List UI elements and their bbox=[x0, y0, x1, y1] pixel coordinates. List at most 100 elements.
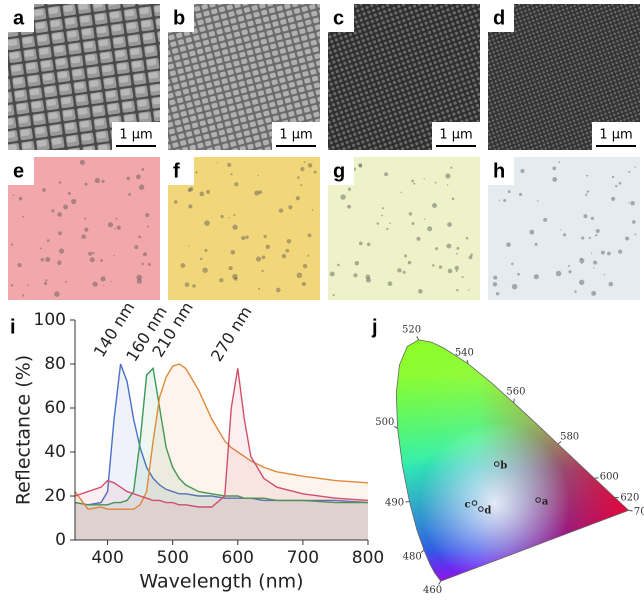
defect bbox=[628, 202, 629, 203]
defect bbox=[241, 236, 245, 240]
defect bbox=[44, 282, 47, 285]
defect bbox=[593, 267, 594, 268]
defect bbox=[51, 209, 54, 212]
defect bbox=[630, 201, 634, 205]
defect bbox=[411, 180, 414, 183]
defect bbox=[258, 288, 260, 290]
defect bbox=[93, 282, 98, 287]
defect bbox=[583, 214, 587, 218]
defect bbox=[300, 184, 302, 186]
locus-label: 460 bbox=[423, 585, 442, 596]
defect bbox=[499, 200, 500, 201]
x-axis-label: Wavelength (nm) bbox=[139, 571, 303, 593]
defect bbox=[245, 236, 248, 239]
defect bbox=[287, 239, 292, 244]
defect bbox=[591, 291, 596, 296]
defect bbox=[57, 261, 62, 266]
locus-label: 490 bbox=[385, 497, 404, 508]
defect bbox=[95, 178, 100, 183]
defect bbox=[591, 253, 592, 254]
defect bbox=[285, 249, 289, 253]
defect bbox=[423, 178, 424, 179]
defect bbox=[188, 245, 189, 246]
defect bbox=[232, 225, 237, 230]
y-tick-label: 40 bbox=[44, 442, 66, 462]
defect bbox=[469, 255, 473, 259]
defect bbox=[100, 276, 105, 281]
scale-label: 1 µm bbox=[119, 128, 152, 143]
defect bbox=[143, 252, 147, 256]
defect bbox=[384, 172, 388, 176]
defect bbox=[468, 289, 469, 290]
defect bbox=[367, 242, 371, 246]
defect bbox=[456, 270, 458, 272]
defect bbox=[90, 257, 95, 262]
series-annotation: 270 nm bbox=[207, 303, 256, 365]
defect bbox=[147, 226, 149, 228]
defect bbox=[103, 285, 104, 286]
defect bbox=[71, 199, 76, 204]
defect bbox=[635, 234, 637, 236]
defect bbox=[136, 174, 141, 179]
defect bbox=[308, 163, 313, 168]
defect bbox=[11, 244, 13, 246]
defect bbox=[206, 190, 210, 194]
defect bbox=[452, 197, 455, 200]
defect bbox=[432, 264, 435, 267]
defect bbox=[496, 292, 499, 295]
defect bbox=[359, 242, 363, 246]
defect bbox=[448, 269, 453, 274]
defect bbox=[40, 248, 42, 250]
defect bbox=[347, 205, 351, 209]
defect bbox=[11, 284, 13, 286]
defect bbox=[141, 168, 144, 171]
defect bbox=[65, 281, 67, 283]
defect bbox=[233, 214, 235, 216]
defect bbox=[234, 277, 238, 281]
defect bbox=[312, 209, 314, 211]
x-tick-label: 400 bbox=[91, 548, 123, 568]
point-label: b bbox=[500, 461, 507, 472]
defect bbox=[612, 176, 614, 178]
defect bbox=[403, 271, 406, 274]
defect bbox=[296, 196, 300, 200]
defect bbox=[455, 266, 459, 270]
defect bbox=[257, 175, 258, 176]
scale-label: 1 µm bbox=[439, 128, 472, 143]
defect bbox=[466, 237, 469, 240]
defect bbox=[266, 245, 270, 249]
defect bbox=[254, 190, 259, 195]
locus-label: 580 bbox=[560, 432, 579, 443]
defect bbox=[19, 197, 23, 201]
defect bbox=[408, 261, 411, 264]
defect bbox=[279, 208, 284, 213]
locus-tick bbox=[394, 426, 397, 428]
defect bbox=[263, 235, 266, 238]
defect bbox=[180, 263, 185, 268]
defect bbox=[288, 205, 292, 209]
defect bbox=[416, 237, 420, 241]
defect bbox=[302, 282, 306, 286]
panel-label: d bbox=[493, 7, 505, 29]
locus-tick bbox=[629, 510, 633, 511]
defect bbox=[115, 218, 117, 220]
defect bbox=[427, 226, 432, 231]
defect bbox=[114, 228, 115, 229]
defect bbox=[314, 171, 317, 174]
locus-tick bbox=[514, 399, 515, 403]
defect bbox=[204, 220, 210, 226]
locus-label: 520 bbox=[402, 325, 421, 336]
defect bbox=[601, 251, 605, 255]
defect bbox=[596, 229, 600, 233]
defect bbox=[552, 177, 557, 182]
locus-label: 620 bbox=[620, 493, 639, 504]
figure: a1 µmb1 µmc1 µmd1 µm efgh i0204060801004… bbox=[0, 0, 644, 596]
defect bbox=[300, 167, 304, 171]
locus-tick bbox=[594, 478, 598, 479]
defect bbox=[100, 259, 103, 262]
defect bbox=[92, 252, 94, 254]
defect bbox=[439, 265, 442, 268]
defect bbox=[57, 212, 62, 217]
